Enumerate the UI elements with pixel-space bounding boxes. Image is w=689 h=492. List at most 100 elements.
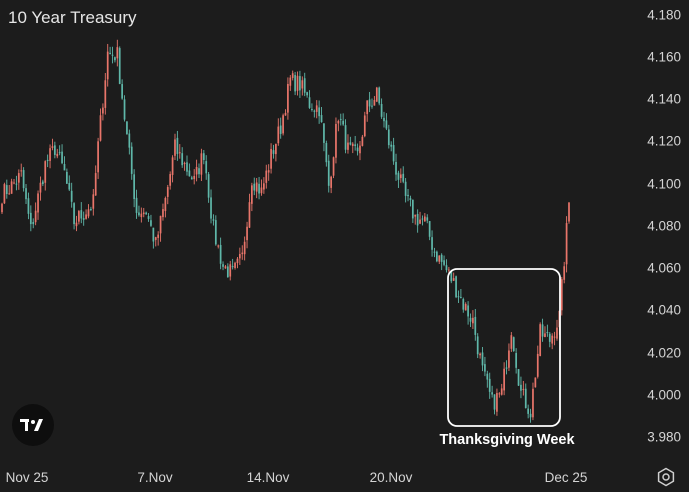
candle-up [282,115,284,134]
candle-down [541,324,544,337]
candle-up [536,353,539,377]
candle-down [390,144,393,147]
candle-up [448,269,450,271]
x-tick-label: Dec 25 [544,470,588,485]
candle-down [327,160,330,186]
candle-down [70,190,73,202]
candle-down [311,108,313,110]
candle-down [404,181,407,196]
candle-up [183,163,186,165]
candle-up [13,182,15,184]
candle-down [450,270,453,282]
candle-down [457,296,460,298]
candle-up [291,73,294,78]
candle-down [68,182,71,190]
candle-up [1,203,3,213]
candle-down [272,150,275,154]
candle-up [157,234,160,238]
candle-up [551,335,554,344]
candle-down [323,123,325,143]
candle-down [58,152,61,154]
x-tick-label: Nov 25 [5,470,49,485]
candle-up [3,184,6,204]
candle-up [171,157,174,175]
y-tick-label: 4.140 [647,91,681,107]
candle-down [258,183,260,194]
candle-down [181,153,184,166]
candle-up [169,174,172,186]
candle-down [481,352,484,366]
candle-down [380,103,383,117]
candle-up [200,153,203,175]
candle-up [8,193,11,195]
candle-down [123,99,126,120]
candle-down [303,78,306,93]
candle-up [154,237,157,240]
candle-up [37,193,39,213]
y-tick-label: 3.980 [647,429,681,445]
candle-down [138,212,140,216]
candle-down [121,84,123,99]
candle-down [82,218,85,220]
candle-down [469,317,472,322]
candle-down [313,110,316,112]
candle-down [488,378,491,392]
candle-up [496,392,498,412]
candle-up [508,350,510,368]
candle-up [565,223,568,265]
candle-up [94,173,97,196]
candle-down [176,137,179,154]
candle-up [51,146,54,148]
candle-up [568,202,570,222]
candle-down [395,161,397,175]
y-tick-label: 4.100 [647,176,681,192]
candle-down [486,373,489,380]
candle-up [553,336,556,338]
candle-up [217,245,220,247]
candle-down [371,105,373,107]
candle-up [464,303,467,311]
candle-down [368,99,371,107]
candle-up [246,226,248,241]
candle-down [462,299,465,310]
candle-up [301,80,304,89]
y-tick-label: 4.180 [647,7,681,23]
candle-down [219,244,222,264]
candle-down [22,170,25,189]
candle-up [560,279,563,311]
candle-up [265,170,268,183]
candle-up [472,317,474,324]
candle-down [325,143,328,163]
tradingview-logo[interactable] [12,404,54,446]
candle-down [150,220,152,226]
candle-up [10,181,13,194]
candle-down [299,76,301,91]
candle-up [195,166,198,175]
candle-down [524,388,527,409]
candle-up [399,174,402,179]
settings-icon[interactable] [656,467,676,487]
candle-up [366,100,369,115]
candle-up [234,262,236,268]
candle-up [522,388,525,390]
candle-down [431,237,433,250]
y-tick-label: 4.040 [647,302,681,318]
candle-up [178,152,181,154]
candle-down [210,197,212,219]
candle-up [229,264,232,277]
candle-up [452,278,455,281]
candle-up [419,219,421,224]
candle-down [402,173,405,182]
x-tick-label: 7.Nov [137,470,173,485]
candle-down [467,305,469,317]
candle-up [534,377,537,388]
candle-down [455,276,457,298]
candle-down [25,188,27,200]
candle-up [17,173,20,183]
candle-up [330,176,333,188]
candle-down [484,364,486,372]
candle-up [479,353,481,356]
candle-down [188,170,191,177]
candle-down [515,353,518,368]
